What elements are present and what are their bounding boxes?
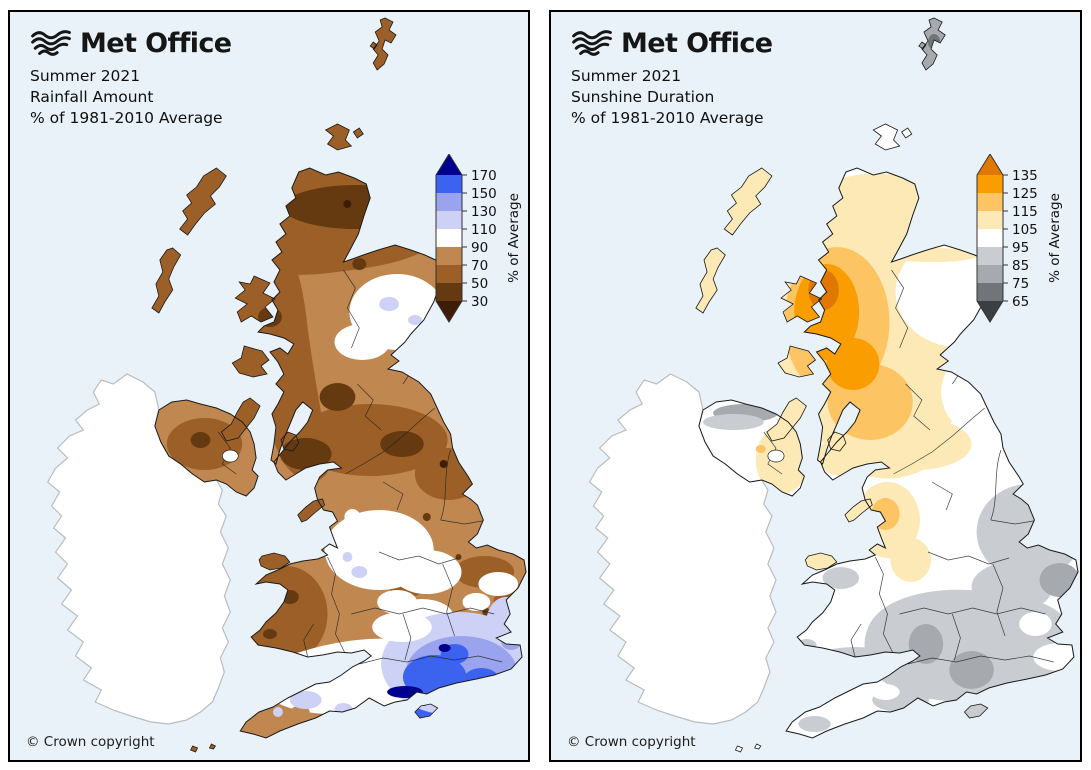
colorbar-band — [436, 265, 462, 283]
map-title-season: Summer 2021 — [30, 67, 141, 85]
colorbar-tick-label: 70 — [471, 258, 488, 274]
colorbar-tick-label: 115 — [1012, 204, 1038, 220]
colorbar-extend-min-arrow — [977, 301, 1003, 322]
colorbar-tick-label: 130 — [471, 204, 497, 220]
met-office-wordmark: Met Office — [80, 27, 232, 59]
colorbar-ticks — [462, 174, 467, 302]
map-header: Met Office Summer 2021 Sunshine Duration… — [571, 26, 773, 129]
colorbar-tick-label: 110 — [471, 222, 497, 238]
colorbar-extend-max-arrow — [977, 154, 1003, 175]
colorbar-tick-label: 170 — [471, 168, 497, 184]
colorbar-tick-label: 50 — [471, 276, 488, 292]
map-header: Met Office Summer 2021 Rainfall Amount %… — [30, 26, 232, 129]
colorbar-band — [977, 265, 1003, 283]
sunshine-uk-map — [588, 17, 1079, 753]
colorbar-band — [977, 211, 1003, 229]
colorbar-band — [977, 247, 1003, 265]
lough-neagh — [767, 449, 785, 463]
colorbar-tick-label: 95 — [1012, 240, 1029, 256]
map-title-variable: Rainfall Amount — [30, 88, 154, 107]
colorbar-band — [977, 283, 1003, 301]
rainfall-uk-map — [47, 17, 527, 753]
map-title-baseline: % of 1981-2010 Average — [571, 109, 764, 128]
map-title-season: Summer 2021 — [571, 67, 682, 85]
copyright-text: © Crown copyright — [567, 734, 696, 750]
colorbar-tick-label: 85 — [1012, 258, 1029, 274]
colorbar-band — [977, 175, 1003, 193]
rainfall-map-panel: Met Office Summer 2021 Rainfall Amount %… — [8, 10, 530, 762]
sunshine-map-panel: Met Office Summer 2021 Sunshine Duration… — [549, 10, 1082, 762]
colorbar-band — [977, 193, 1003, 211]
met-office-logo-icon — [31, 30, 71, 56]
colorbar-tick-label: 125 — [1012, 186, 1038, 202]
colorbar-tick-label: 30 — [471, 294, 488, 310]
colorbar-tick-label: 75 — [1012, 276, 1029, 292]
map-title-baseline: % of 1981-2010 Average — [30, 109, 223, 128]
colorbar-band — [436, 193, 462, 211]
map-title-variable: Sunshine Duration — [571, 88, 715, 107]
colorbar-tick-label: 65 — [1012, 294, 1029, 310]
colorbar-tick-label: 135 — [1012, 168, 1038, 184]
colorbar-band — [436, 229, 462, 247]
colorbar-band — [436, 175, 462, 193]
colorbar-tick-label: 105 — [1012, 222, 1038, 238]
colorbar-band — [977, 229, 1003, 247]
colorbar-band — [436, 211, 462, 229]
met-office-logo-icon — [572, 30, 612, 56]
colorbar-tick-label: 150 — [471, 186, 497, 202]
colorbar-extend-max-arrow — [436, 154, 462, 175]
colorbar-band — [436, 247, 462, 265]
met-office-wordmark: Met Office — [621, 27, 773, 59]
colorbar-axis-label: % of Average — [1047, 193, 1063, 283]
sunshine-colorbar-legend: 135 125 115 105 95 85 75 65 % of Average — [976, 154, 1063, 323]
colorbar-tick-label: 90 — [471, 240, 488, 256]
colorbar-ticks — [1003, 174, 1008, 302]
rainfall-colorbar-legend: 170 150 130 110 90 70 50 30 % of Average — [435, 154, 522, 323]
colorbar-axis-label: % of Average — [506, 193, 522, 283]
colorbar-extend-min-arrow — [436, 301, 462, 322]
colorbar-band — [436, 283, 462, 301]
lough-neagh — [222, 449, 239, 463]
copyright-text: © Crown copyright — [26, 734, 155, 750]
